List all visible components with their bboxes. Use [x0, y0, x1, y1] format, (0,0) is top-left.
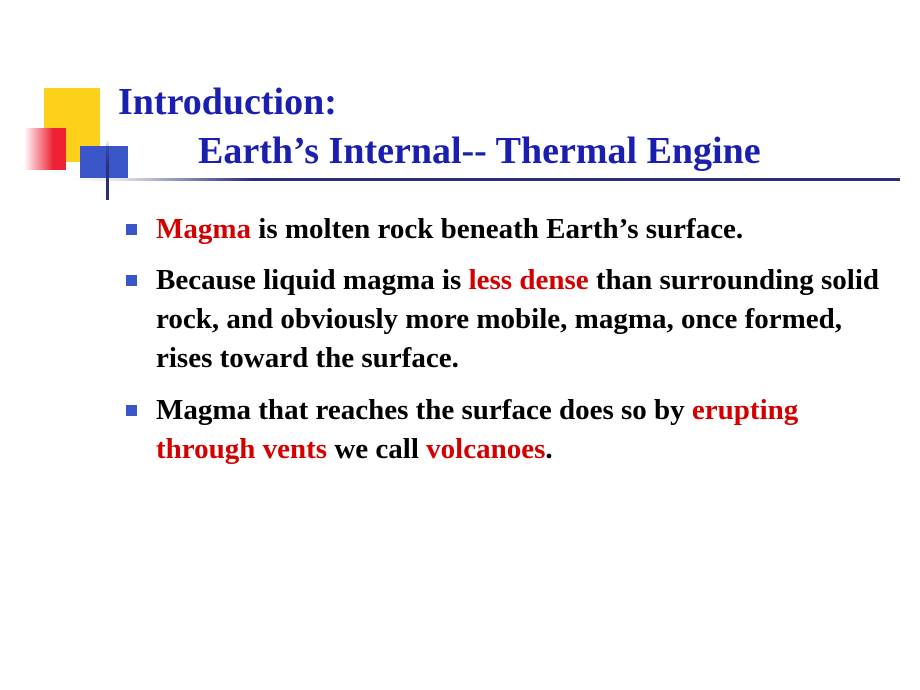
slide-body: Magma is molten rock beneath Earth’s sur…	[118, 210, 880, 481]
bullet-list: Magma is molten rock beneath Earth’s sur…	[118, 210, 880, 469]
title-line-1: Introduction:	[118, 81, 337, 123]
title-line-2: Earth’s Internal-- Thermal Engine	[198, 127, 761, 176]
bullet-text: we call	[327, 433, 426, 465]
bullet-item: Because liquid magma is less dense than …	[118, 261, 880, 378]
bullet-item: Magma is molten rock beneath Earth’s sur…	[118, 210, 880, 249]
bullet-text: .	[545, 433, 552, 465]
bullet-text: Because liquid magma is	[156, 264, 469, 296]
bullet-text: Magma that reaches the surface does so b…	[156, 394, 692, 426]
bullet-highlight: Magma	[156, 213, 251, 245]
bullet-item: Magma that reaches the surface does so b…	[118, 391, 880, 469]
slide: Introduction: Earth’s Internal-- Thermal…	[0, 0, 920, 690]
title-underline-rule	[70, 178, 900, 181]
bullet-text: is molten rock beneath Earth’s surface.	[251, 213, 743, 245]
slide-title: Introduction: Earth’s Internal-- Thermal…	[118, 78, 890, 175]
decor-red-block	[24, 128, 66, 170]
title-vertical-rule	[106, 140, 109, 200]
bullet-highlight: less dense	[469, 264, 589, 296]
bullet-highlight: volcanoes	[426, 433, 545, 465]
